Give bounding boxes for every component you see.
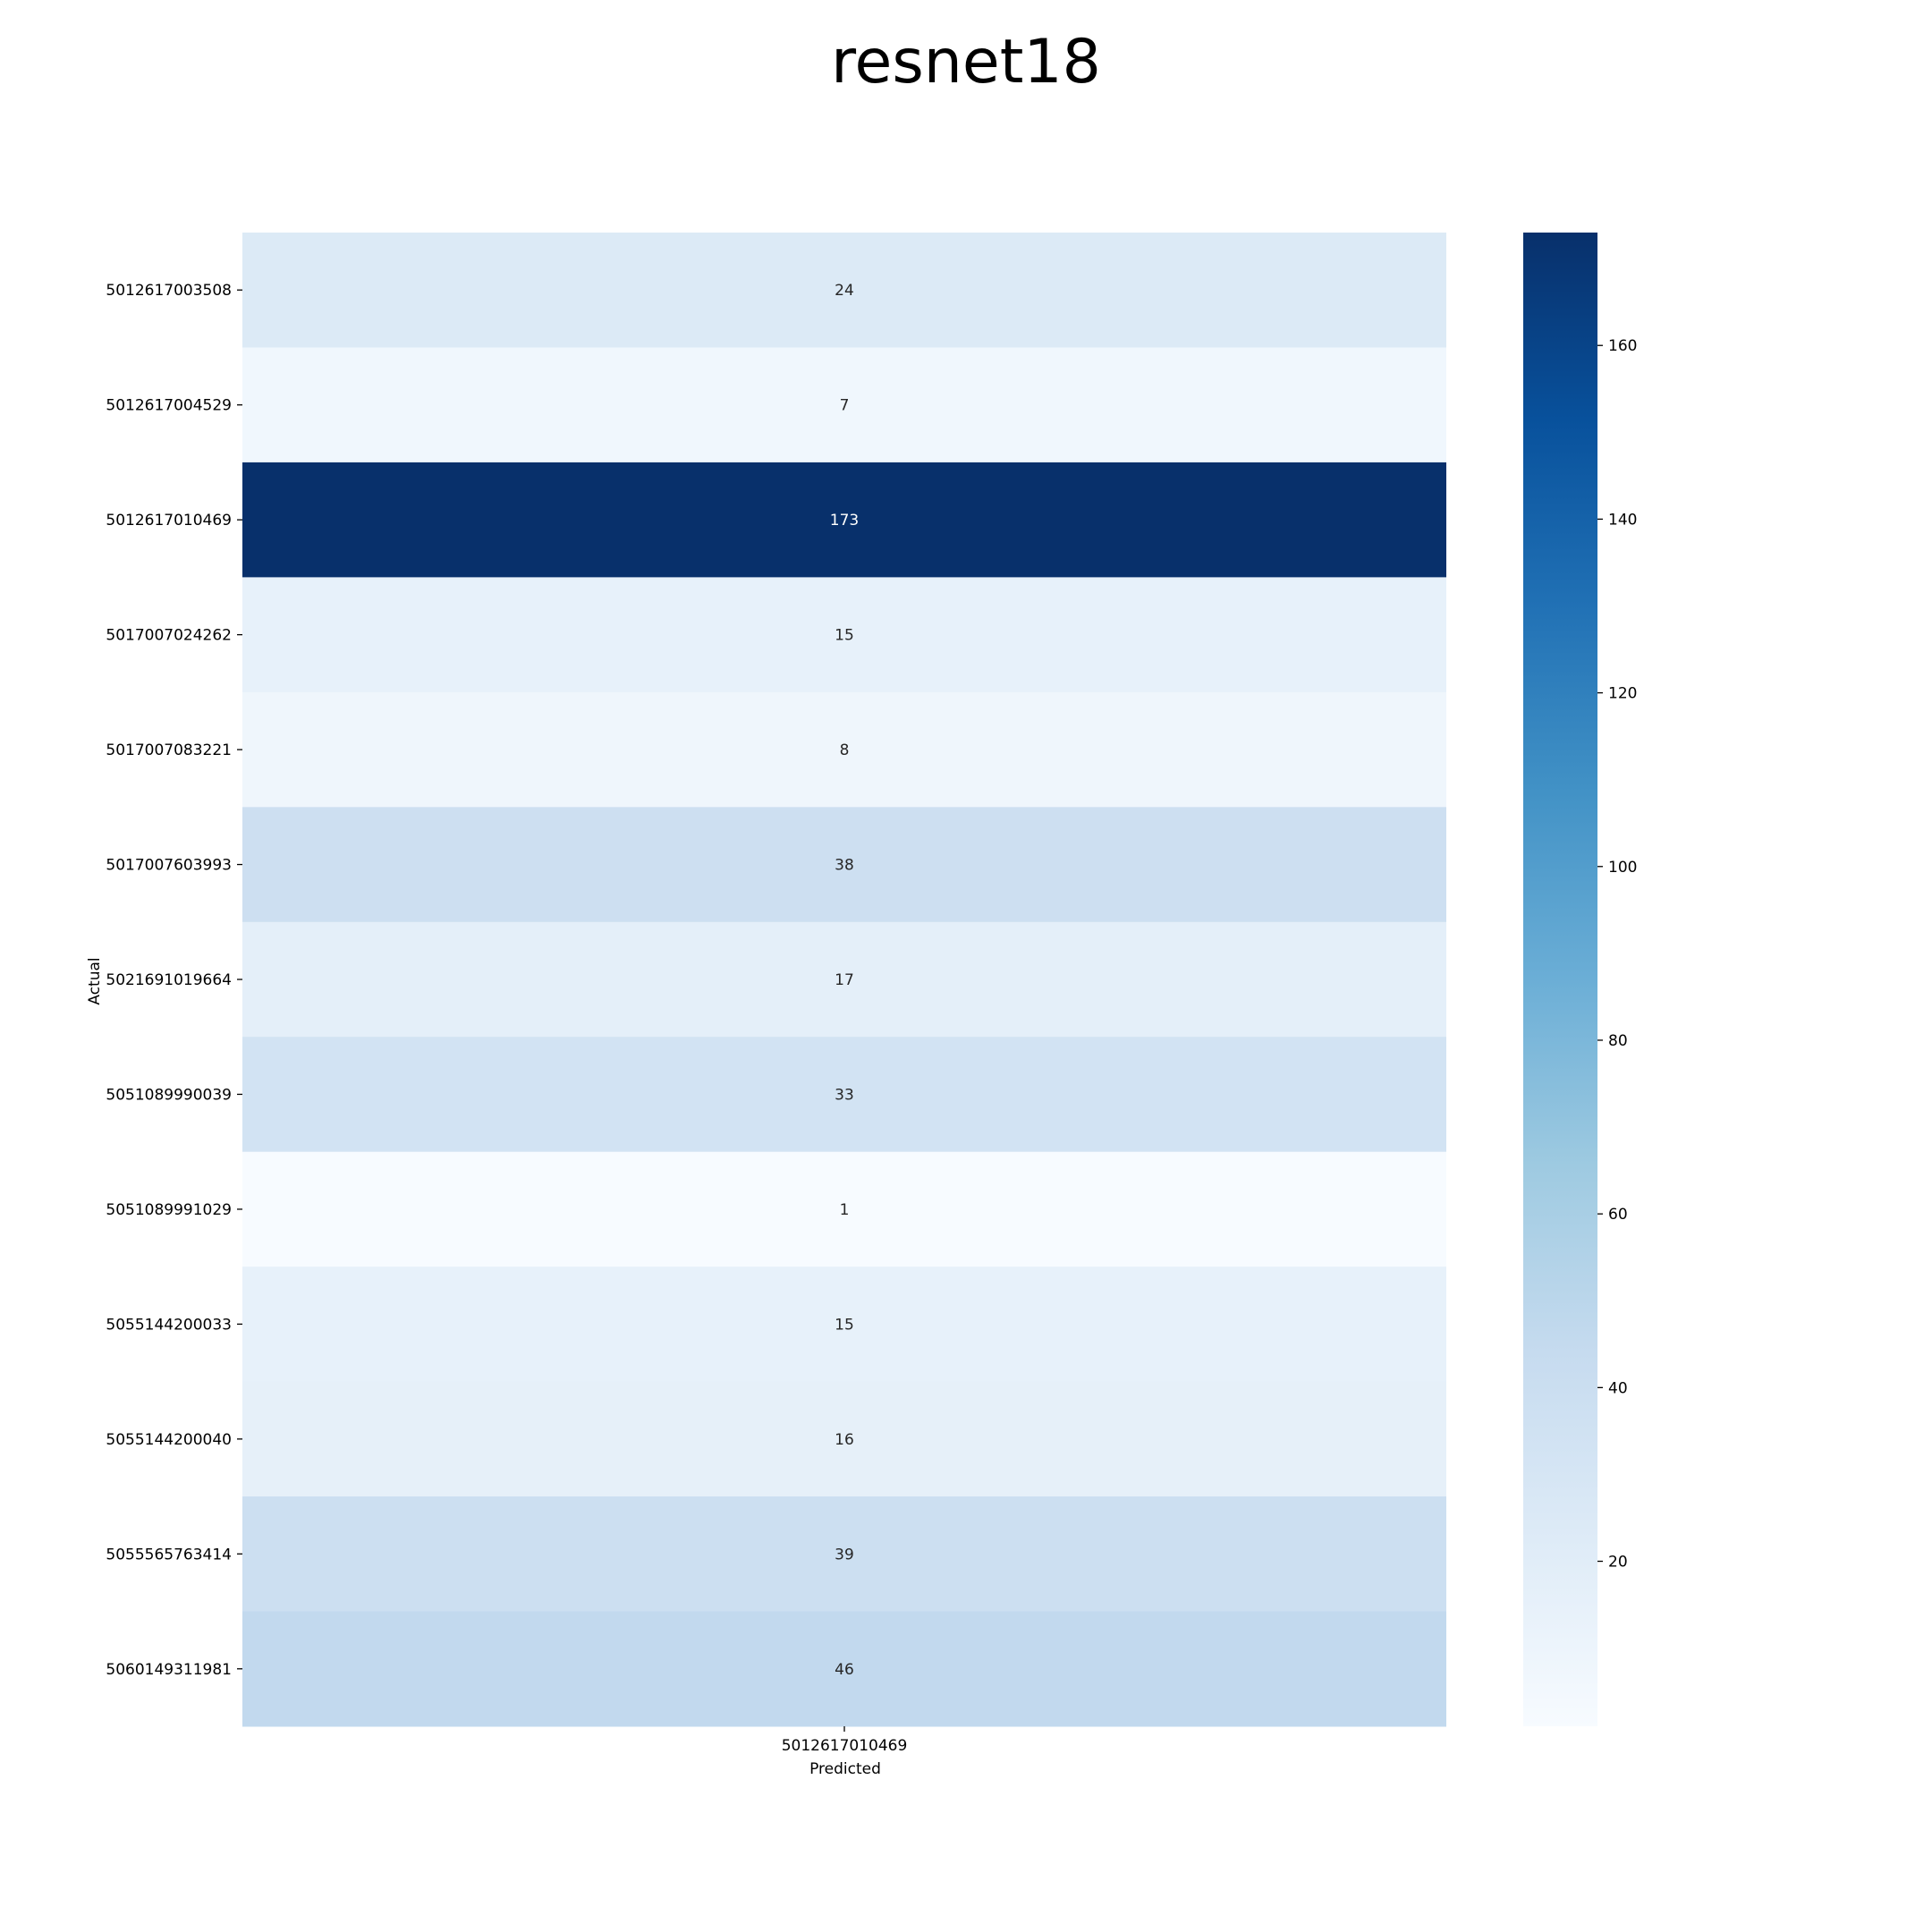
cell-value: 16 (835, 1431, 854, 1449)
y-axis-label: Actual (86, 957, 104, 1004)
cell-value: 17 (835, 971, 854, 989)
heatmap-cell (242, 921, 1446, 1038)
colorbar-tick-label: 160 (1608, 337, 1637, 355)
y-tick-label: 5012617003508 (106, 282, 232, 300)
colorbar-tick-label: 20 (1608, 1554, 1628, 1572)
heatmap-cell (242, 691, 1446, 808)
heatmap-cell (242, 1381, 1446, 1497)
y-tick-label: 5021691019664 (106, 971, 232, 989)
colorbar-tick-label: 140 (1608, 511, 1637, 529)
y-tick-label: 5055144200040 (106, 1431, 232, 1449)
chart-title: resnet18 (831, 27, 1101, 97)
cell-value: 7 (840, 397, 850, 415)
cell-value: 15 (835, 1316, 854, 1334)
cell-value: 39 (835, 1546, 854, 1563)
y-tick-label: 5017007024262 (106, 627, 232, 645)
colorbar-tick-label: 100 (1608, 859, 1637, 877)
heatmap-cell (242, 1037, 1446, 1153)
heatmap-cell (242, 1267, 1446, 1383)
cell-annotations: 24 7 173 15 8 38 17 33 1 15 16 39 46 (830, 282, 859, 1679)
cell-value: 33 (835, 1086, 854, 1104)
colorbar-tick-label: 120 (1608, 685, 1637, 703)
y-tick-label: 5012617010469 (106, 512, 232, 530)
y-tick-label: 5017007083221 (106, 741, 232, 759)
x-axis-ticks: 5012617010469 (782, 1726, 908, 1755)
heatmap-cells (242, 233, 1446, 1727)
heatmap-cell (242, 1151, 1446, 1267)
colorbar-ticks: 20 40 60 80 100 120 140 160 (1597, 337, 1637, 1572)
y-tick-label: 5012617004529 (106, 397, 232, 415)
colorbar-tick-label: 60 (1608, 1206, 1628, 1224)
heatmap-cell (242, 347, 1446, 463)
heatmap-cell (242, 462, 1446, 578)
cell-value: 46 (835, 1661, 854, 1679)
x-axis-label: Predicted (809, 1760, 881, 1778)
y-tick-label: 5055565763414 (106, 1546, 232, 1563)
cell-value: 38 (835, 857, 854, 875)
cell-value: 24 (835, 282, 854, 300)
colorbar-tick-label: 40 (1608, 1379, 1628, 1397)
y-tick-label: 5051089991029 (106, 1201, 232, 1219)
cell-value: 173 (830, 512, 859, 530)
heatmap-cell (242, 1611, 1446, 1727)
heatmap-cell (242, 577, 1446, 693)
colorbar-tick-label: 80 (1608, 1032, 1628, 1050)
y-tick-label: 5051089990039 (106, 1086, 232, 1104)
cell-value: 15 (835, 627, 854, 645)
colorbar (1523, 233, 1597, 1726)
cell-value: 1 (840, 1201, 850, 1219)
cell-value: 8 (840, 741, 850, 759)
y-tick-label: 5017007603993 (106, 857, 232, 875)
y-tick-label: 5060149311981 (106, 1661, 232, 1679)
y-tick-label: 5055144200033 (106, 1316, 232, 1334)
heatmap-cell (242, 1496, 1446, 1613)
heatmap-cell (242, 807, 1446, 923)
heatmap-cell (242, 233, 1446, 348)
y-axis-ticks: 5012617003508 5012617004529 5012617010469 5… (106, 282, 242, 1679)
x-tick-label: 5012617010469 (782, 1737, 908, 1755)
